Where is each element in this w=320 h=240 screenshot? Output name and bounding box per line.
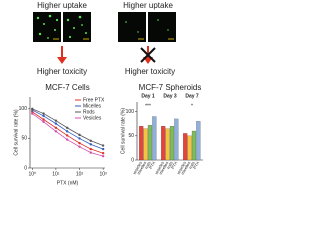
point [101,152,105,155]
bar [139,126,144,161]
point [89,143,92,146]
bar [152,116,157,161]
point [101,144,105,147]
point [42,112,45,115]
point [65,138,69,141]
uptake-label: Higher uptake [37,1,87,10]
bar [147,125,153,161]
x-tick-label: 10³ [100,171,108,177]
legend-label: Micelles [83,103,102,109]
legend-label: Vesicles [83,115,102,121]
bar [169,126,175,161]
bar [196,121,201,161]
point [101,147,105,151]
point [42,120,45,124]
significance: *** [145,103,151,109]
micrograph [33,12,91,42]
point [78,145,81,148]
y-axis-label: Cell survival rate (%) [13,109,19,155]
point [89,151,92,154]
point [54,122,58,125]
bar [165,128,170,161]
bar-label: micelles [136,161,148,176]
legend-label: Rods [83,109,95,115]
legend-label: Free PTX [83,97,105,103]
bar [183,133,188,161]
y-tick-label: 0 [24,165,27,171]
y-tick-label: 50 [128,133,134,139]
y-tick-label: 50 [21,136,27,142]
bar-label: PTX [170,160,178,170]
bar-label: rods [166,161,174,170]
bar-label: vesicles [132,161,143,176]
group-label: Day 7 [185,93,199,99]
blocked-arrow [140,46,156,64]
chart-title: MCF-7 Spheroids [139,83,202,92]
point [54,119,58,122]
bar-label: rods [188,161,196,170]
point [78,133,81,137]
significance: * [191,103,193,109]
point [101,154,105,158]
bar-label: vesicles [176,161,187,176]
arrow [57,46,67,64]
point [54,130,58,133]
group-label: Day 1 [141,93,155,99]
bar [143,128,148,161]
point [65,130,69,133]
chart-title: MCF-7 Cells [45,83,89,92]
point [31,107,34,111]
point [78,141,81,145]
x-axis-label: PTX (nM) [57,180,79,186]
y-tick-label: 100 [126,109,135,115]
y-axis-label: Cell survival rate (%) [120,108,126,154]
bar [187,135,192,161]
toxicity-label: Higher toxicity [125,67,175,76]
point [89,147,92,151]
graphical-abstract: Higher uptake Higher uptake Higher toxic… [13,1,203,186]
point [65,134,69,137]
bar [174,118,179,161]
point [42,118,45,121]
bar-label: micelles [158,161,170,176]
point [78,137,81,140]
point [65,126,69,129]
point [42,114,45,118]
micrograph [118,12,176,42]
group-label: Day 3 [163,93,177,99]
point [89,139,92,142]
point [31,112,34,115]
toxicity-label: Higher toxicity [37,67,87,76]
x-tick-label: 10² [76,171,84,177]
bar [161,126,166,161]
bar-label: micelles [180,161,192,176]
x-tick-label: 10¹ [52,171,60,177]
y-tick-label: 100 [19,106,28,112]
y-tick-label: 0 [131,157,134,163]
point [31,110,34,113]
bar-label: PTX [192,160,200,170]
uptake-label: Higher uptake [123,1,173,10]
bar-label: vesicles [154,161,165,176]
bar-label: PTX [148,160,156,170]
x-tick-label: 10⁰ [28,171,36,177]
bar-label: rods [144,161,152,170]
bar [191,130,197,161]
point [54,126,58,129]
